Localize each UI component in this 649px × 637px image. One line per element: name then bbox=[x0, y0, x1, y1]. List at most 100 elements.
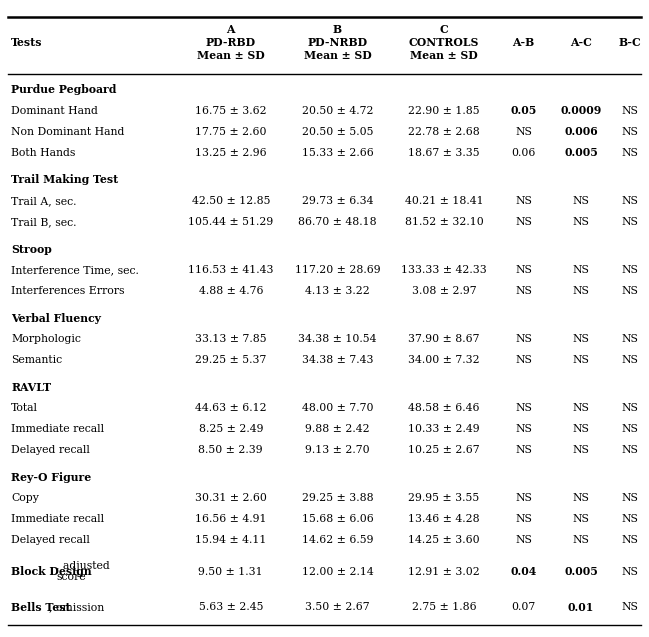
Text: 9.88 ± 2.42: 9.88 ± 2.42 bbox=[305, 424, 370, 434]
Text: Tests: Tests bbox=[11, 37, 43, 48]
Text: Trail Making Test: Trail Making Test bbox=[11, 175, 118, 185]
Text: Verbal Fluency: Verbal Fluency bbox=[11, 313, 101, 324]
Text: Both Hands: Both Hands bbox=[11, 148, 75, 157]
Text: 0.07: 0.07 bbox=[511, 602, 535, 612]
Text: 48.00 ± 7.70: 48.00 ± 7.70 bbox=[302, 403, 373, 413]
Text: NS: NS bbox=[572, 403, 589, 413]
Text: Total: Total bbox=[11, 403, 38, 413]
Text: Trail B, sec.: Trail B, sec. bbox=[11, 217, 77, 227]
Text: NS: NS bbox=[621, 106, 638, 116]
Text: 81.52 ± 32.10: 81.52 ± 32.10 bbox=[405, 217, 484, 227]
Text: NS: NS bbox=[515, 535, 532, 545]
Text: 20.50 ± 4.72: 20.50 ± 4.72 bbox=[302, 106, 373, 116]
Text: NS: NS bbox=[572, 445, 589, 455]
Text: 34.00 ± 7.32: 34.00 ± 7.32 bbox=[408, 355, 480, 365]
Text: 13.25 ± 2.96: 13.25 ± 2.96 bbox=[195, 148, 267, 157]
Text: Delayed recall: Delayed recall bbox=[11, 535, 90, 545]
Text: B-C: B-C bbox=[618, 37, 641, 48]
Text: 3.50 ± 2.67: 3.50 ± 2.67 bbox=[305, 602, 370, 612]
Text: Trail A, sec.: Trail A, sec. bbox=[11, 196, 77, 206]
Text: 29.95 ± 3.55: 29.95 ± 3.55 bbox=[408, 493, 480, 503]
Text: 4.13 ± 3.22: 4.13 ± 3.22 bbox=[305, 286, 370, 296]
Text: 30.31 ± 2.60: 30.31 ± 2.60 bbox=[195, 493, 267, 503]
Text: 0.0009: 0.0009 bbox=[561, 105, 602, 117]
Text: 15.33 ± 2.66: 15.33 ± 2.66 bbox=[302, 148, 373, 157]
Text: NS: NS bbox=[621, 265, 638, 275]
Text: Copy: Copy bbox=[11, 493, 39, 503]
Text: NS: NS bbox=[572, 217, 589, 227]
Text: NS: NS bbox=[572, 355, 589, 365]
Text: Immediate recall: Immediate recall bbox=[11, 424, 104, 434]
Text: , adjusted
score: , adjusted score bbox=[56, 561, 110, 582]
Text: 105.44 ± 51.29: 105.44 ± 51.29 bbox=[188, 217, 273, 227]
Text: Immediate recall: Immediate recall bbox=[11, 514, 104, 524]
Text: 12.91 ± 3.02: 12.91 ± 3.02 bbox=[408, 566, 480, 576]
Text: 0.06: 0.06 bbox=[511, 148, 535, 157]
Text: Stroop: Stroop bbox=[11, 243, 52, 255]
Text: Dominant Hand: Dominant Hand bbox=[11, 106, 98, 116]
Text: 42.50 ± 12.85: 42.50 ± 12.85 bbox=[191, 196, 270, 206]
Text: NS: NS bbox=[515, 196, 532, 206]
Text: NS: NS bbox=[572, 334, 589, 344]
Text: Non Dominant Hand: Non Dominant Hand bbox=[11, 127, 125, 137]
Text: NS: NS bbox=[515, 334, 532, 344]
Text: 9.13 ± 2.70: 9.13 ± 2.70 bbox=[305, 445, 370, 455]
Text: 34.38 ± 7.43: 34.38 ± 7.43 bbox=[302, 355, 373, 365]
Text: 37.90 ± 8.67: 37.90 ± 8.67 bbox=[408, 334, 480, 344]
Text: NS: NS bbox=[572, 196, 589, 206]
Text: NS: NS bbox=[572, 535, 589, 545]
Text: 44.63 ± 6.12: 44.63 ± 6.12 bbox=[195, 403, 267, 413]
Text: NS: NS bbox=[621, 445, 638, 455]
Text: 48.58 ± 6.46: 48.58 ± 6.46 bbox=[408, 403, 480, 413]
Text: 4.88 ± 4.76: 4.88 ± 4.76 bbox=[199, 286, 263, 296]
Text: , omission: , omission bbox=[49, 602, 104, 612]
Text: NS: NS bbox=[572, 514, 589, 524]
Text: B
PD-NRBD
Mean ± SD: B PD-NRBD Mean ± SD bbox=[304, 24, 371, 61]
Text: 15.94 ± 4.11: 15.94 ± 4.11 bbox=[195, 535, 267, 545]
Text: 133.33 ± 42.33: 133.33 ± 42.33 bbox=[401, 265, 487, 275]
Text: NS: NS bbox=[621, 424, 638, 434]
Text: 40.21 ± 18.41: 40.21 ± 18.41 bbox=[405, 196, 484, 206]
Text: Purdue Pegboard: Purdue Pegboard bbox=[11, 84, 116, 96]
Text: C
CONTROLS
Mean ± SD: C CONTROLS Mean ± SD bbox=[409, 24, 479, 61]
Text: Interference Time, sec.: Interference Time, sec. bbox=[11, 265, 139, 275]
Text: NS: NS bbox=[572, 265, 589, 275]
Text: NS: NS bbox=[572, 286, 589, 296]
Text: Rey-O Figure: Rey-O Figure bbox=[11, 472, 92, 483]
Text: NS: NS bbox=[621, 403, 638, 413]
Text: 12.00 ± 2.14: 12.00 ± 2.14 bbox=[302, 566, 373, 576]
Text: Morphologic: Morphologic bbox=[11, 334, 81, 344]
Text: NS: NS bbox=[515, 286, 532, 296]
Text: Bells Test: Bells Test bbox=[11, 601, 71, 613]
Text: RAVLT: RAVLT bbox=[11, 382, 51, 393]
Text: NS: NS bbox=[515, 217, 532, 227]
Text: NS: NS bbox=[621, 148, 638, 157]
Text: 117.20 ± 28.69: 117.20 ± 28.69 bbox=[295, 265, 380, 275]
Text: 16.75 ± 3.62: 16.75 ± 3.62 bbox=[195, 106, 267, 116]
Text: NS: NS bbox=[621, 355, 638, 365]
Text: 14.62 ± 6.59: 14.62 ± 6.59 bbox=[302, 535, 373, 545]
Text: 10.33 ± 2.49: 10.33 ± 2.49 bbox=[408, 424, 480, 434]
Text: 33.13 ± 7.85: 33.13 ± 7.85 bbox=[195, 334, 267, 344]
Text: 5.63 ± 2.45: 5.63 ± 2.45 bbox=[199, 602, 263, 612]
Text: NS: NS bbox=[621, 286, 638, 296]
Text: 29.25 ± 3.88: 29.25 ± 3.88 bbox=[302, 493, 373, 503]
Text: NS: NS bbox=[515, 265, 532, 275]
Text: 15.68 ± 6.06: 15.68 ± 6.06 bbox=[302, 514, 373, 524]
Text: NS: NS bbox=[621, 334, 638, 344]
Text: 29.25 ± 5.37: 29.25 ± 5.37 bbox=[195, 355, 267, 365]
Text: 0.05: 0.05 bbox=[510, 105, 537, 117]
Text: 34.38 ± 10.54: 34.38 ± 10.54 bbox=[298, 334, 376, 344]
Text: 8.50 ± 2.39: 8.50 ± 2.39 bbox=[199, 445, 263, 455]
Text: 0.005: 0.005 bbox=[564, 147, 598, 158]
Text: 22.78 ± 2.68: 22.78 ± 2.68 bbox=[408, 127, 480, 137]
Text: 16.56 ± 4.91: 16.56 ± 4.91 bbox=[195, 514, 267, 524]
Text: 29.73 ± 6.34: 29.73 ± 6.34 bbox=[302, 196, 373, 206]
Text: NS: NS bbox=[515, 403, 532, 413]
Text: Semantic: Semantic bbox=[11, 355, 62, 365]
Text: A-B: A-B bbox=[513, 37, 535, 48]
Text: 0.006: 0.006 bbox=[564, 126, 598, 137]
Text: 22.90 ± 1.85: 22.90 ± 1.85 bbox=[408, 106, 480, 116]
Text: 0.01: 0.01 bbox=[568, 601, 594, 613]
Text: NS: NS bbox=[515, 127, 532, 137]
